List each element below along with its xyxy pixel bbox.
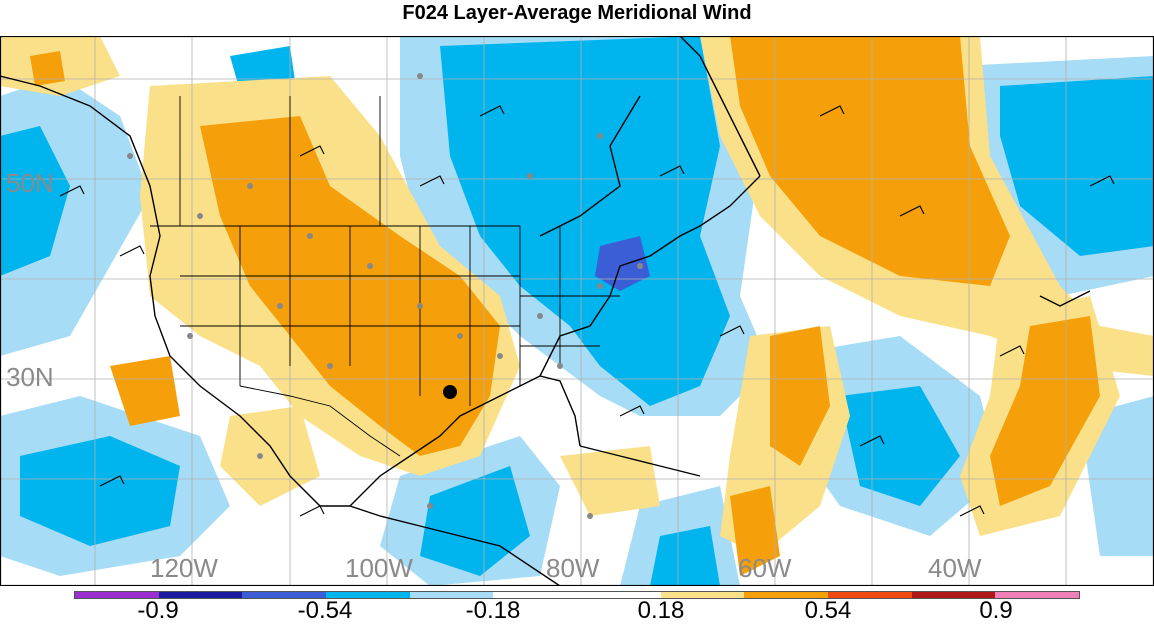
lon-label-60w: 60W xyxy=(738,553,792,583)
negative-deep-regions xyxy=(595,236,650,291)
wind-map xyxy=(0,36,1154,586)
colorbar-swatch xyxy=(660,592,745,598)
lon-label-40w: 40W xyxy=(928,553,982,583)
coastlines xyxy=(0,36,1091,586)
colorbar-swatch xyxy=(158,592,243,598)
colorbar-swatch xyxy=(995,592,1080,598)
lat-label-50n: 50N xyxy=(6,168,54,198)
station-dots xyxy=(127,73,643,519)
colorbar xyxy=(74,591,1080,599)
colorbar-label-0.18: 0.18 xyxy=(637,597,685,624)
colorbar-label-0.54: 0.54 xyxy=(804,597,852,624)
colorbar-label-neg-0.9: -0.9 xyxy=(137,597,179,624)
colorbar-label-neg-0.54: -0.54 xyxy=(297,597,353,624)
lon-label-80w: 80W xyxy=(546,553,600,583)
location-marker xyxy=(443,385,457,399)
colorbar-label-neg-0.18: -0.18 xyxy=(465,597,521,624)
lat-label-30n: 30N xyxy=(6,362,54,392)
wind-barbs xyxy=(59,105,1115,517)
map-title: F024 Layer-Average Meridional Wind xyxy=(402,2,752,24)
lon-label-100w: 100W xyxy=(345,553,413,583)
colorbar-label-0.9: 0.9 xyxy=(979,597,1013,624)
colorbar-swatch xyxy=(493,592,578,598)
colorbar-swatch xyxy=(744,592,829,598)
colorbar-swatch xyxy=(326,592,410,598)
colorbar-swatch xyxy=(911,592,996,598)
colorbar-swatch xyxy=(577,592,661,598)
political-borders xyxy=(150,96,620,457)
colorbar-swatch xyxy=(75,592,159,598)
lon-label-120w: 120W xyxy=(150,553,218,583)
colorbar-swatch xyxy=(828,592,912,598)
colorbar-swatch xyxy=(409,592,494,598)
negative-strong-regions xyxy=(0,36,1154,586)
colorbar-swatch xyxy=(242,592,327,598)
